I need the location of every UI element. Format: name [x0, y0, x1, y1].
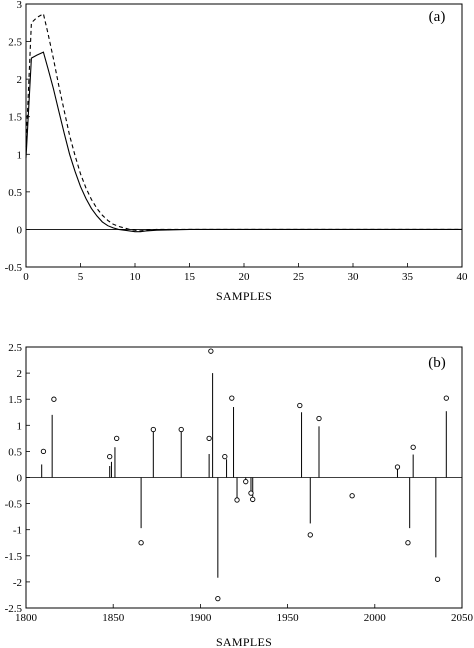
panel-a-ytick-label: 1 [17, 149, 23, 161]
circle-marker [316, 415, 322, 422]
panel-b-xtick-label: 1800 [15, 612, 38, 624]
circle-marker [215, 595, 221, 602]
circle-marker [248, 490, 254, 496]
panel-a-ytick-label: -0.5 [5, 262, 23, 274]
panel-b-ytick-label: 1.5 [8, 394, 22, 406]
panel-a-chart: 0 5 10 15 20 25 30 35 40-0.500.511.522.53 (a) SA… [5, 0, 468, 303]
panel-a-ytick-label: 2 [17, 74, 23, 86]
circle-marker [178, 426, 184, 433]
panel-b-xtick-label: 1900 [189, 612, 212, 624]
panel-a-xtick-label: 0 [23, 271, 29, 283]
panel-a-frame [25, 3, 463, 268]
circle-marker [40, 448, 47, 455]
circle-marker [234, 497, 240, 503]
circle-marker [243, 479, 249, 485]
panel-b-xtick-label: 2050 [451, 612, 474, 624]
solid-series-line [25, 51, 462, 233]
circle-marker [229, 395, 235, 401]
panel-b-markers [40, 348, 449, 602]
panel-b-x-axis-label: SAMPLES [216, 635, 272, 648]
panel-b-ytick-label: 0.5 [8, 446, 22, 458]
circle-marker [222, 453, 228, 460]
panel-b-xtick-label: 1950 [277, 612, 300, 624]
panel-b-stems [41, 373, 447, 578]
circle-marker [250, 496, 256, 503]
panel-a-xtick-label: 5 [78, 271, 84, 283]
panel-a-xtick-label: 20 [239, 271, 251, 283]
panel-b-label: (b) [428, 355, 446, 371]
panel-a-xtick-label: 25 [293, 271, 305, 283]
panel-b-ytick-label: 1 [17, 420, 23, 432]
panel-a-xtick-label: 30 [348, 271, 360, 283]
circle-marker [138, 540, 144, 546]
circle-marker [297, 402, 303, 409]
panel-b-chart: 1800 1850 1900 1950 2000 2050 -2.5 -2 -1.5 -1 -0.5… [5, 342, 474, 648]
panel-b-ytick-label: 0 [17, 473, 23, 485]
circle-marker [394, 464, 401, 470]
panel-b-ytick-label: -0.5 [5, 499, 23, 511]
panel-b-ytick-label: -2.5 [5, 603, 23, 615]
panel-b-ticks: 1800 1850 1900 1950 2000 2050 -2.5 -2 -1.5 -1 -0.5… [5, 342, 474, 624]
panel-b-xtick-label: 1850 [102, 612, 125, 624]
panel-a-xtick-label: 35 [402, 271, 414, 283]
panel-a-label: (a) [429, 9, 446, 25]
circle-marker [410, 444, 416, 450]
circle-marker [206, 435, 212, 441]
panel-a-ytick-label: 2.5 [8, 37, 22, 49]
panel-b-ytick-label: 2.5 [8, 342, 22, 354]
circle-marker [208, 348, 214, 354]
panel-a-ytick-label: 1.5 [8, 112, 22, 124]
panel-b-ytick-label: -1.5 [5, 551, 23, 563]
circle-marker [307, 532, 313, 538]
panel-b-ytick-label: -1 [13, 525, 22, 537]
circle-marker [405, 540, 411, 546]
circle-marker [107, 453, 113, 460]
circle-marker [443, 395, 449, 401]
panel-a-ticks: 0 5 10 15 20 25 30 35 40-0.500.511.522.53 [5, 0, 468, 283]
panel-a-xtick-label: 40 [457, 271, 469, 283]
dashed-series-line [25, 12, 462, 232]
circle-marker [51, 396, 57, 402]
panel-a-xtick-label: 10 [130, 271, 142, 283]
circle-marker [114, 435, 120, 441]
circle-marker [434, 576, 441, 582]
circle-marker [349, 493, 355, 499]
panel-a-x-axis-label: SAMPLES [216, 289, 272, 303]
circle-marker [150, 426, 156, 433]
panel-b-xtick-label: 2000 [364, 612, 387, 624]
panel-a-ytick-label: 3 [17, 0, 23, 11]
panel-a-series [25, 12, 462, 233]
panel-a-ytick-label: 0 [17, 224, 23, 236]
panel-a-ytick-label: 0.5 [8, 187, 22, 199]
panel-b-ytick-label: 2 [17, 368, 23, 380]
panel-b-ytick-label: -2 [13, 577, 22, 589]
panel-a-xtick-label: 15 [184, 271, 196, 283]
